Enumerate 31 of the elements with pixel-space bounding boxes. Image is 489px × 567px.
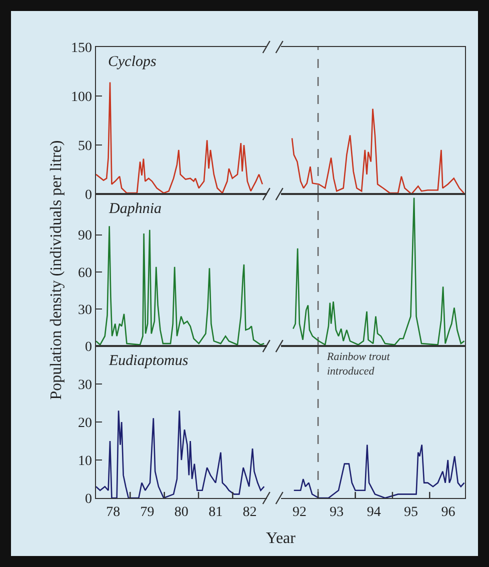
y-tick-label: 100 (71, 90, 92, 105)
y-tick-label: 30 (78, 302, 92, 318)
x-tick-label: 81 (208, 505, 223, 520)
y-tick-label: 90 (78, 228, 92, 244)
y-tick-label: 0 (85, 188, 92, 203)
x-tick-label: 78 (106, 505, 120, 520)
annotation: Cyclops (108, 54, 156, 70)
annotation: Eudiaptomus (108, 353, 188, 369)
x-tick-label: 92 (292, 505, 306, 520)
y-tick-label: 60 (78, 266, 92, 281)
x-tick-label: 80 (174, 505, 188, 520)
y-tick-label: 0 (85, 340, 92, 355)
line-series (96, 82, 264, 194)
x-axis-title: Year (266, 530, 296, 547)
ref-line-label: Rainbow trout introduced (326, 351, 391, 378)
x-tick-label: 82 (242, 505, 257, 520)
y-tick-label: 50 (78, 138, 92, 154)
x-tick-label: 95 (404, 505, 418, 520)
y-axis-title: Population density (individuals per litre) (48, 140, 65, 400)
y-tick-label: 150 (71, 40, 92, 56)
y-tick-label: 0 (85, 492, 92, 507)
line-series (96, 226, 265, 346)
annotation: Daphnia (108, 201, 162, 217)
y-tick-label: 30 (78, 378, 92, 393)
y-tick-label: 10 (78, 454, 92, 469)
x-tick-label: 94 (366, 505, 381, 520)
x-tick-label: 93 (330, 505, 344, 520)
line-series (96, 410, 265, 498)
x-tick-label: 79 (140, 505, 154, 520)
x-tick-label: 96 (441, 505, 456, 520)
y-tick-label: 20 (78, 416, 92, 431)
